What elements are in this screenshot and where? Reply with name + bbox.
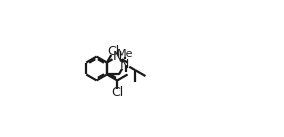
Text: Me: Me [116, 49, 133, 59]
Text: N: N [120, 58, 130, 71]
Text: Cl: Cl [111, 86, 123, 99]
Text: N: N [112, 50, 122, 63]
Text: Cl: Cl [107, 45, 119, 58]
